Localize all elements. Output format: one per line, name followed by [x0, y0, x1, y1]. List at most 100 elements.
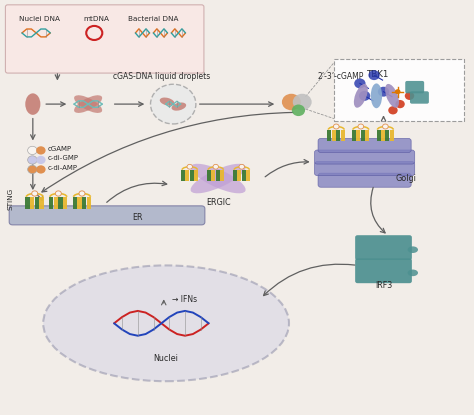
Bar [332, 129, 336, 141]
Circle shape [383, 124, 388, 129]
Circle shape [395, 89, 401, 94]
Bar [63, 197, 67, 209]
Bar [390, 129, 394, 141]
Bar [30, 197, 34, 209]
Text: STING: STING [7, 187, 13, 210]
Bar [194, 170, 198, 181]
Circle shape [36, 156, 46, 164]
Circle shape [32, 191, 38, 196]
Ellipse shape [74, 95, 102, 113]
Bar [58, 197, 63, 209]
Text: Golgi: Golgi [395, 173, 416, 183]
Bar [352, 129, 356, 141]
Bar [365, 129, 369, 141]
Ellipse shape [191, 164, 246, 193]
Circle shape [293, 94, 312, 110]
Bar [385, 129, 389, 141]
Ellipse shape [408, 247, 418, 253]
Circle shape [378, 87, 389, 97]
Text: ER: ER [133, 212, 143, 222]
Text: 2’-3’-cGAMP: 2’-3’-cGAMP [318, 72, 364, 81]
Ellipse shape [172, 103, 186, 111]
Bar [381, 129, 385, 141]
Text: IRF3: IRF3 [375, 281, 392, 290]
Text: cGAS-DNA liquid droplets: cGAS-DNA liquid droplets [113, 72, 210, 81]
Circle shape [388, 106, 398, 115]
Ellipse shape [160, 98, 174, 106]
Circle shape [151, 84, 196, 124]
Circle shape [187, 164, 192, 169]
Circle shape [292, 105, 305, 116]
Bar [233, 170, 237, 181]
Bar [26, 197, 29, 209]
Bar [341, 129, 345, 141]
Circle shape [395, 100, 405, 108]
Ellipse shape [43, 266, 289, 381]
Circle shape [213, 164, 219, 169]
Bar [73, 197, 77, 209]
Text: Bacterial DNA: Bacterial DNA [128, 17, 179, 22]
Circle shape [239, 164, 245, 169]
Circle shape [354, 78, 365, 88]
Bar [185, 170, 189, 181]
Text: Nuclei DNA: Nuclei DNA [18, 17, 60, 22]
FancyBboxPatch shape [5, 5, 204, 73]
Bar [356, 129, 360, 141]
FancyBboxPatch shape [410, 91, 429, 104]
Bar [246, 170, 250, 181]
Bar [361, 129, 365, 141]
Circle shape [358, 124, 364, 129]
Bar [39, 197, 44, 209]
Bar [211, 170, 215, 181]
Bar [87, 197, 91, 209]
Circle shape [333, 124, 339, 129]
Circle shape [368, 70, 380, 80]
Ellipse shape [25, 93, 40, 115]
FancyBboxPatch shape [355, 235, 412, 260]
Bar [220, 170, 224, 181]
Circle shape [36, 146, 46, 154]
Bar [54, 197, 58, 209]
Circle shape [27, 165, 37, 173]
Circle shape [79, 191, 85, 196]
Bar [328, 129, 331, 141]
Ellipse shape [408, 269, 418, 276]
Ellipse shape [191, 164, 246, 193]
Circle shape [282, 94, 301, 110]
Text: c-di-AMP: c-di-AMP [48, 165, 78, 171]
Bar [190, 170, 193, 181]
Ellipse shape [354, 84, 368, 108]
FancyBboxPatch shape [334, 59, 464, 121]
Bar [49, 197, 53, 209]
Bar [82, 197, 86, 209]
Bar [336, 129, 340, 141]
Text: cGAMP: cGAMP [48, 146, 72, 152]
FancyBboxPatch shape [318, 139, 411, 152]
Bar [237, 170, 241, 181]
Text: Nuclei: Nuclei [154, 354, 179, 363]
Text: TBK1: TBK1 [367, 70, 389, 79]
Bar [77, 197, 82, 209]
Text: c-di-GMP: c-di-GMP [48, 155, 79, 161]
Bar [35, 197, 39, 209]
Bar [216, 170, 219, 181]
FancyBboxPatch shape [315, 161, 415, 176]
Circle shape [36, 165, 46, 173]
Circle shape [27, 146, 37, 154]
Ellipse shape [385, 84, 399, 108]
Bar [376, 129, 381, 141]
Bar [181, 170, 185, 181]
FancyBboxPatch shape [355, 259, 412, 283]
Text: → IFNs: → IFNs [172, 295, 197, 304]
Circle shape [27, 156, 37, 164]
Circle shape [405, 92, 414, 100]
Bar [242, 170, 246, 181]
Ellipse shape [74, 95, 102, 113]
FancyBboxPatch shape [315, 150, 415, 164]
Circle shape [55, 191, 61, 196]
FancyBboxPatch shape [318, 173, 411, 187]
Bar [207, 170, 211, 181]
Text: mtDNA: mtDNA [83, 17, 109, 22]
FancyBboxPatch shape [405, 81, 424, 93]
FancyBboxPatch shape [9, 206, 205, 225]
